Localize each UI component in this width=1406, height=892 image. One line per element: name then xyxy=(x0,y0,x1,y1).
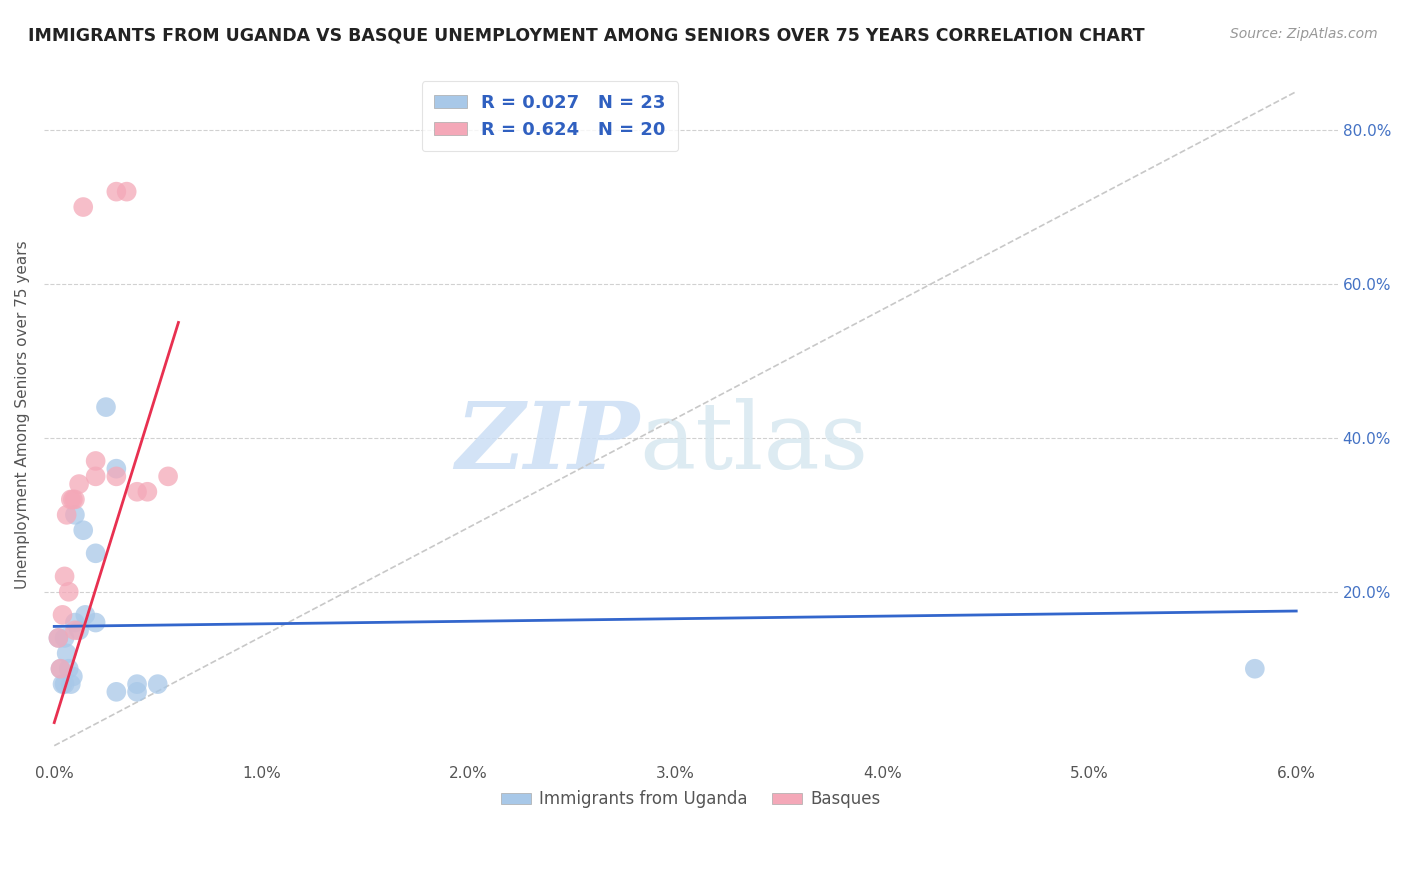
Point xyxy=(49,662,72,676)
Point xyxy=(67,477,90,491)
Point xyxy=(58,584,80,599)
Point xyxy=(105,461,128,475)
Point xyxy=(125,484,148,499)
Point xyxy=(53,631,76,645)
Point xyxy=(72,523,94,537)
Point xyxy=(58,662,80,676)
Point xyxy=(53,569,76,583)
Text: ZIP: ZIP xyxy=(454,398,638,488)
Point xyxy=(63,508,86,522)
Point xyxy=(84,615,107,630)
Point xyxy=(59,492,82,507)
Point xyxy=(55,646,77,660)
Point xyxy=(49,662,72,676)
Point xyxy=(146,677,169,691)
Point xyxy=(62,492,84,507)
Point xyxy=(63,492,86,507)
Point xyxy=(62,669,84,683)
Text: Source: ZipAtlas.com: Source: ZipAtlas.com xyxy=(1230,27,1378,41)
Point xyxy=(105,469,128,483)
Point xyxy=(48,631,70,645)
Text: atlas: atlas xyxy=(638,398,869,488)
Point xyxy=(72,200,94,214)
Point xyxy=(84,469,107,483)
Point xyxy=(94,400,117,414)
Point xyxy=(59,677,82,691)
Point xyxy=(136,484,159,499)
Point xyxy=(48,631,70,645)
Point xyxy=(84,454,107,468)
Point xyxy=(125,677,148,691)
Y-axis label: Unemployment Among Seniors over 75 years: Unemployment Among Seniors over 75 years xyxy=(15,241,30,589)
Point xyxy=(55,508,77,522)
Point xyxy=(105,185,128,199)
Point xyxy=(157,469,180,483)
Point xyxy=(75,607,97,622)
Point xyxy=(63,615,86,630)
Point xyxy=(1243,662,1265,676)
Point xyxy=(63,624,86,638)
Point xyxy=(53,677,76,691)
Point xyxy=(67,624,90,638)
Point xyxy=(51,607,73,622)
Point xyxy=(51,677,73,691)
Point xyxy=(84,546,107,560)
Text: IMMIGRANTS FROM UGANDA VS BASQUE UNEMPLOYMENT AMONG SENIORS OVER 75 YEARS CORREL: IMMIGRANTS FROM UGANDA VS BASQUE UNEMPLO… xyxy=(28,27,1144,45)
Point xyxy=(105,685,128,699)
Legend: Immigrants from Uganda, Basques: Immigrants from Uganda, Basques xyxy=(494,784,887,815)
Point xyxy=(125,685,148,699)
Point xyxy=(115,185,138,199)
